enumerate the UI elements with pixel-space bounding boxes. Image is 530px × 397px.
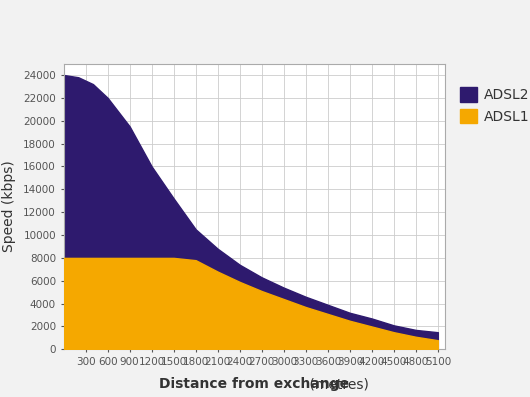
Y-axis label: Speed (kbps): Speed (kbps) [2, 160, 16, 252]
Legend: ADSL2+, ADSL1: ADSL2+, ADSL1 [456, 83, 530, 128]
Text: (metres): (metres) [305, 377, 368, 391]
Text: Distance from exchange: Distance from exchange [160, 377, 349, 391]
